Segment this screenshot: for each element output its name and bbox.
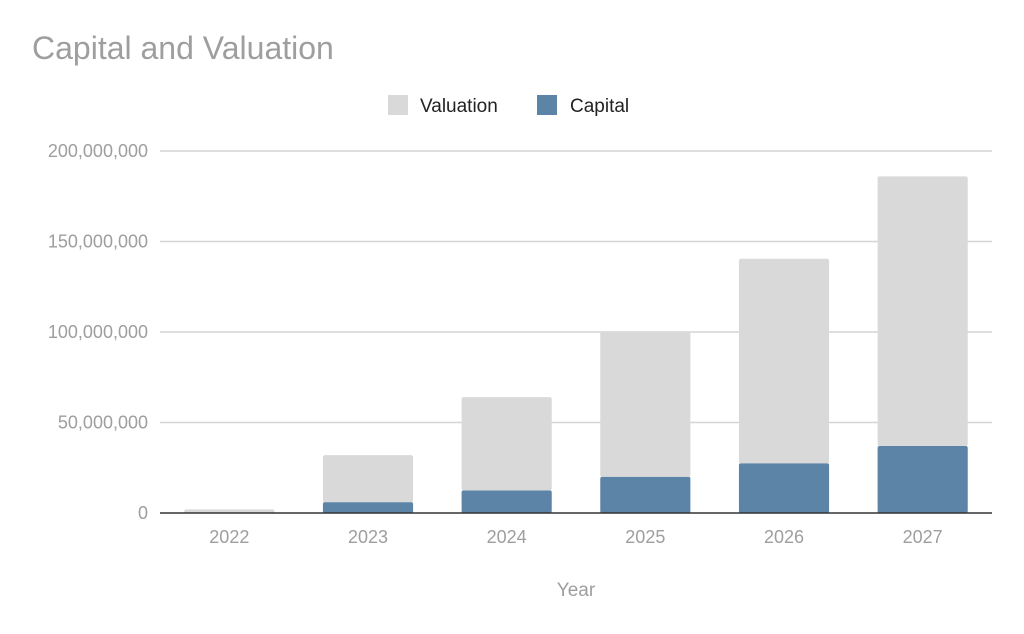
bar-valuation-2024 [461,397,552,491]
bar-valuation-2025 [600,332,691,477]
x-tick-labels: 2022 2023 2024 2025 2026 2027 [209,527,942,547]
x-tick-label: 2026 [764,527,804,547]
bar-valuation-2023 [322,455,414,503]
x-tick-label: 2024 [487,527,527,547]
y-tick-label: 100,000,000 [48,322,148,342]
bars [184,176,968,513]
chart-title: Capital and Valuation [32,30,334,66]
legend-swatch-valuation [388,95,408,115]
x-tick-label: 2022 [209,527,249,547]
bar-valuation-2022 [184,509,275,513]
x-axis-title: Year [557,580,596,601]
bar-valuation-2026 [738,258,830,464]
legend-label-capital: Capital [570,96,629,117]
y-tick-label: 0 [138,503,148,523]
y-tick-label: 150,000,000 [48,232,148,252]
x-tick-label: 2027 [903,527,943,547]
legend-swatch-capital [537,95,557,115]
y-tick-label: 50,000,000 [58,413,148,433]
bar-capital-2025 [600,476,691,513]
bar-capital-2027 [877,446,968,513]
y-tick-labels: 0 50,000,000 100,000,000 150,000,000 200,000… [48,141,148,523]
bar-valuation-2027 [877,176,968,447]
bar-capital-2026 [738,463,830,513]
y-tick-label: 200,000,000 [48,141,148,161]
legend: Valuation Capital [388,95,629,117]
x-tick-label: 2023 [348,527,388,547]
bar-capital-2023 [322,502,414,513]
gridlines [160,150,992,424]
bar-capital-2024 [461,490,552,513]
legend-label-valuation: Valuation [420,96,498,117]
x-tick-label: 2025 [625,527,665,547]
